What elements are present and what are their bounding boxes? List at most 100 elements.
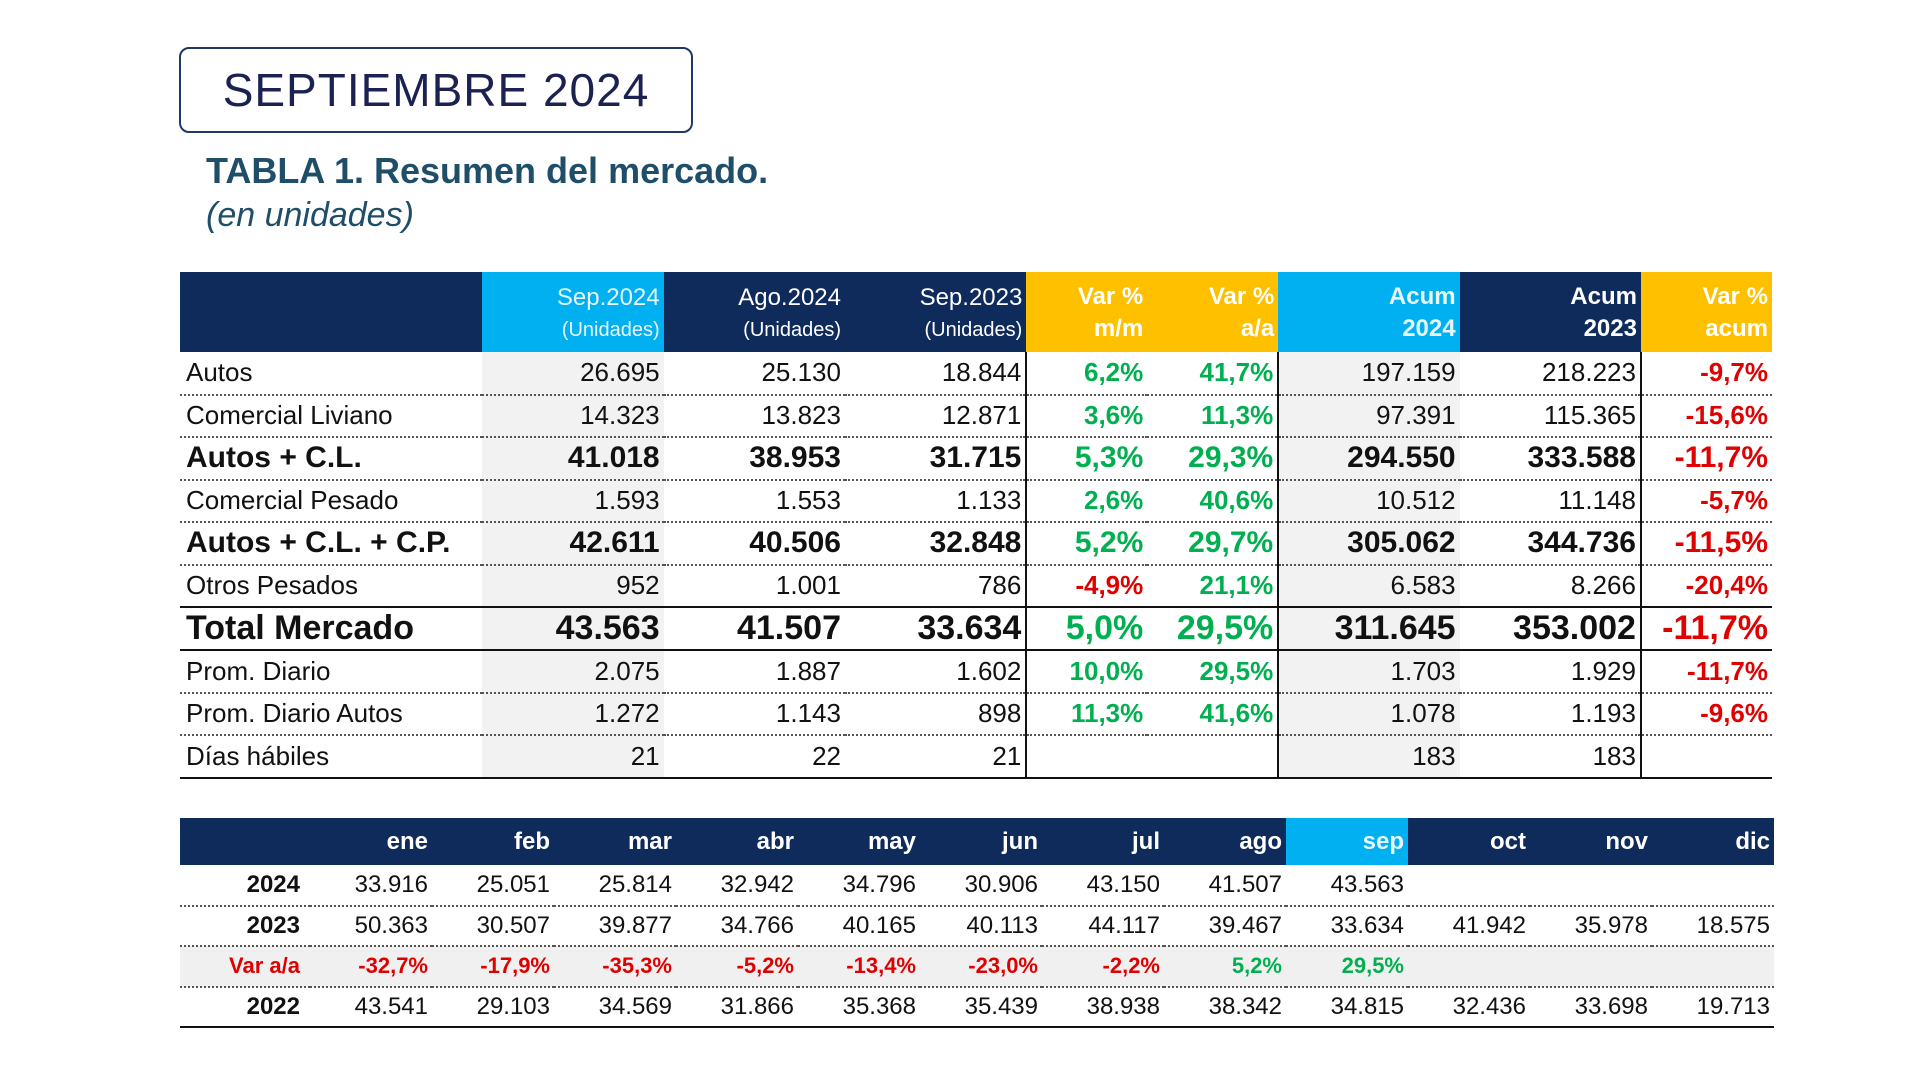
cell-sep2024: 41.018 (482, 437, 664, 481)
cell-sep2023: 21 (844, 735, 1027, 779)
cell-ago2024: 41.507 (663, 606, 845, 651)
cell-ago2024: 13.823 (663, 394, 845, 438)
summary-row-otros-pesados: Otros Pesados 952 1.001 786 -4,9% 21,1% 6.583 8… (180, 564, 1772, 608)
summary-row-autos-cl: Autos + C.L. 41.018 38.953 31.715 5,3% 29,3% 2… (180, 437, 1772, 481)
summary-row-prom-diario: Prom. Diario 2.075 1.887 1.602 10,0% 29,5% 1.7… (180, 650, 1772, 694)
monthly-row-label: 2023 (180, 905, 310, 947)
monthly-row-label: 2024 (180, 865, 310, 907)
cell-sep2023: 1.133 (844, 479, 1027, 523)
month-header-sep: sep (1286, 818, 1408, 865)
cell-acum2023: 218.223 (1459, 352, 1641, 396)
cell-var-mm: 5,3% (1025, 437, 1148, 481)
month-header-feb: feb (432, 818, 554, 865)
month-cell-dic (1652, 865, 1774, 907)
month-header-ago: ago (1164, 818, 1286, 865)
table-title: TABLA 1. Resumen del mercado. (206, 150, 769, 191)
cell-var-aa: 29,5% (1147, 606, 1279, 651)
row-label: Total Mercado (180, 606, 483, 651)
month-cell-mar: 39.877 (554, 905, 676, 947)
month-cell-jul: 44.117 (1042, 905, 1164, 947)
monthly-header-blank (180, 818, 310, 865)
month-cell-ago: 41.507 (1164, 865, 1286, 907)
cell-acum2024: 311.645 (1277, 606, 1460, 651)
month-cell-abr: -5,2% (676, 946, 798, 988)
cell-acum2024: 6.583 (1277, 564, 1460, 608)
cell-var-aa: 11,3% (1147, 394, 1279, 438)
month-cell-ene: -32,7% (310, 946, 432, 988)
row-label: Días hábiles (180, 735, 483, 779)
summary-row-autos-cl-cp: Autos + C.L. + C.P. 42.611 40.506 32.848 5,2… (180, 522, 1772, 566)
month-cell-ene: 33.916 (310, 865, 432, 907)
cell-var-acum: -15,6% (1639, 394, 1772, 438)
monthly-header-row: ene feb mar abr may jun jul ago sep oct nov dic (180, 818, 1774, 865)
cell-sep2024: 1.593 (482, 479, 664, 523)
cell-sep2024: 21 (482, 735, 664, 779)
month-cell-may: 40.165 (798, 905, 920, 947)
cell-ago2024: 25.130 (663, 352, 845, 396)
cell-var-acum: -5,7% (1639, 479, 1772, 523)
month-cell-mar: -35,3% (554, 946, 676, 988)
cell-acum2024: 183 (1277, 735, 1460, 779)
month-cell-jun: 40.113 (920, 905, 1042, 947)
cell-var-acum: -11,5% (1639, 522, 1772, 566)
month-cell-abr: 34.766 (676, 905, 798, 947)
col-header-ago2024: Ago.2024 (Unidades) (663, 272, 845, 352)
col-header-var-mm: Var % m/m (1026, 272, 1148, 352)
cell-acum2024: 305.062 (1277, 522, 1460, 566)
cell-acum2023: 115.365 (1459, 394, 1641, 438)
cell-acum2024: 197.159 (1277, 352, 1460, 396)
cell-var-mm: -4,9% (1025, 564, 1148, 608)
cell-ago2024: 1.887 (663, 650, 845, 694)
col-header-sep2024: Sep.2024 (Unidades) (482, 272, 664, 352)
month-cell-abr: 31.866 (676, 986, 798, 1028)
cell-sep2024: 1.272 (482, 692, 664, 736)
month-cell-ago: 38.342 (1164, 986, 1286, 1028)
table-subtitle: (en unidades) (206, 196, 414, 234)
month-cell-ago: 39.467 (1164, 905, 1286, 947)
monthly-row-label: 2022 (180, 986, 310, 1028)
month-header-mar: mar (554, 818, 676, 865)
summary-row-total-mercado: Total Mercado 43.563 41.507 33.634 5,0% 29,5%… (180, 606, 1772, 651)
month-cell-jul: 38.938 (1042, 986, 1164, 1028)
cell-var-acum: -20,4% (1639, 564, 1772, 608)
monthly-row-year-2024: 2024 33.916 25.051 25.814 32.942 34.796 30.906… (180, 865, 1774, 907)
cell-acum2024: 1.078 (1277, 692, 1460, 736)
monthly-sales-table: ene feb mar abr may jun jul ago sep oct nov dic 202… (180, 818, 1774, 1028)
cell-var-acum: -9,6% (1639, 692, 1772, 736)
col-header-acum2023: Acum 2023 (1459, 272, 1641, 352)
summary-row-prom-diario-autos: Prom. Diario Autos 1.272 1.143 898 11,3% 41,6… (180, 692, 1772, 736)
month-cell-feb: 30.507 (432, 905, 554, 947)
row-label: Autos (180, 352, 483, 396)
cell-var-acum: -11,7% (1639, 606, 1772, 651)
row-label: Prom. Diario (180, 650, 483, 694)
month-cell-jul: 43.150 (1042, 865, 1164, 907)
month-header-jun: jun (920, 818, 1042, 865)
cell-acum2024: 10.512 (1277, 479, 1460, 523)
month-header-oct: oct (1408, 818, 1530, 865)
cell-var-mm: 5,0% (1025, 606, 1148, 651)
month-cell-jun: -23,0% (920, 946, 1042, 988)
cell-acum2023: 344.736 (1459, 522, 1641, 566)
cell-sep2024: 43.563 (482, 606, 664, 651)
month-cell-jun: 30.906 (920, 865, 1042, 907)
cell-var-mm: 10,0% (1025, 650, 1148, 694)
month-cell-feb: 25.051 (432, 865, 554, 907)
month-cell-oct (1408, 865, 1530, 907)
cell-ago2024: 1.001 (663, 564, 845, 608)
month-cell-feb: 29.103 (432, 986, 554, 1028)
cell-sep2024: 2.075 (482, 650, 664, 694)
cell-var-aa: 41,6% (1147, 692, 1279, 736)
cell-acum2023: 353.002 (1459, 606, 1641, 651)
cell-var-aa: 41,7% (1147, 352, 1279, 396)
cell-var-mm: 3,6% (1025, 394, 1148, 438)
cell-ago2024: 1.143 (663, 692, 845, 736)
cell-sep2023: 31.715 (844, 437, 1027, 481)
cell-ago2024: 1.553 (663, 479, 845, 523)
cell-var-mm (1025, 735, 1148, 779)
cell-ago2024: 22 (663, 735, 845, 779)
summary-header-blank (180, 272, 483, 352)
cell-var-aa: 29,3% (1147, 437, 1279, 481)
month-cell-mar: 25.814 (554, 865, 676, 907)
cell-sep2024: 14.323 (482, 394, 664, 438)
month-cell-may: 34.796 (798, 865, 920, 907)
